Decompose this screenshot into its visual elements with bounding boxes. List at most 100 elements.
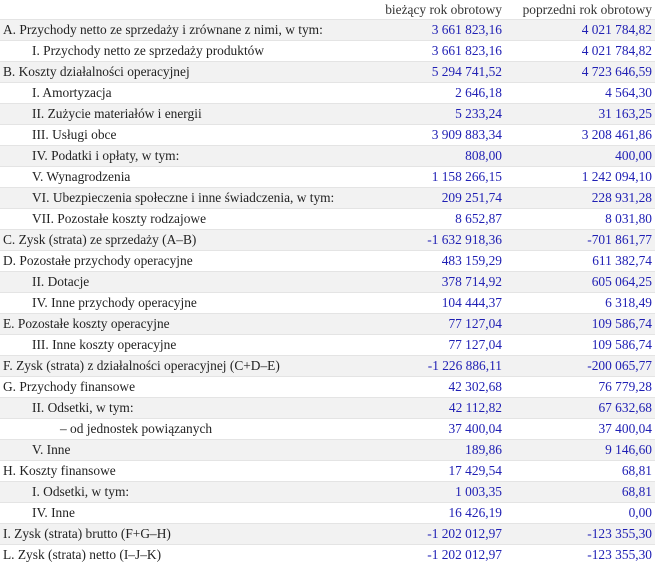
table-row: IV. Inne przychody operacyjne 104 444,37 6…: [0, 292, 655, 314]
table-body: A. Przychody netto ze sprzedaży i zrówna…: [0, 19, 655, 565]
previous-year-value: 31 163,25: [505, 103, 655, 125]
current-year-value: 1 003,35: [365, 481, 505, 503]
current-year-value: 77 127,04: [365, 334, 505, 356]
current-year-value: 378 714,92: [365, 271, 505, 293]
table-row: III. Inne koszty operacyjne 77 127,04 109 …: [0, 334, 655, 356]
row-label: L. Zysk (strata) netto (I–J–K): [0, 544, 365, 565]
table-row: II. Dotacje 378 714,92 605 064,25: [0, 271, 655, 293]
previous-year-value: -123 355,30: [505, 523, 655, 545]
current-year-value: 189,86: [365, 439, 505, 461]
current-year-value: -1 202 012,97: [365, 544, 505, 565]
table-row: – od jednostek powiązanych 37 400,04 37 40…: [0, 418, 655, 440]
current-year-value: 42 112,82: [365, 397, 505, 419]
previous-year-value: 605 064,25: [505, 271, 655, 293]
previous-year-value: 4 564,30: [505, 82, 655, 104]
header-label: [0, 0, 365, 20]
table-row: G. Przychody finansowe 42 302,68 76 779,28: [0, 376, 655, 398]
current-year-value: 5 233,24: [365, 103, 505, 125]
header-previous-year: poprzedni rok obrotowy: [522, 1, 652, 17]
previous-year-value: 76 779,28: [505, 376, 655, 398]
table-row: III. Usługi obce 3 909 883,34 3 208 461,86: [0, 124, 655, 146]
previous-year-value: -701 861,77: [505, 229, 655, 251]
table-row: IV. Inne 16 426,19 0,00: [0, 502, 655, 524]
current-year-value: 3 661 823,16: [365, 19, 505, 41]
previous-year-value: 6 318,49: [505, 292, 655, 314]
previous-year-value: 4 021 784,82: [505, 19, 655, 41]
current-year-value: -1 202 012,97: [365, 523, 505, 545]
header-current-year: bieżący rok obrotowy: [385, 1, 502, 17]
row-label: G. Przychody finansowe: [0, 376, 365, 398]
current-year-value: 483 159,29: [365, 250, 505, 272]
row-label: I. Amortyzacja: [0, 82, 365, 104]
row-label: III. Inne koszty operacyjne: [0, 334, 365, 356]
table-row: V. Wynagrodzenia 1 158 266,15 1 242 094,10: [0, 166, 655, 188]
row-label: E. Pozostałe koszty operacyjne: [0, 313, 365, 335]
current-year-value: 3 909 883,34: [365, 124, 505, 146]
current-year-value: 8 652,87: [365, 208, 505, 230]
previous-year-value: 228 931,28: [505, 187, 655, 209]
current-year-value: 77 127,04: [365, 313, 505, 335]
row-label: F. Zysk (strata) z działalności operacyj…: [0, 355, 365, 377]
previous-year-value: 9 146,60: [505, 439, 655, 461]
row-label: A. Przychody netto ze sprzedaży i zrówna…: [0, 19, 365, 41]
previous-year-value: 0,00: [505, 502, 655, 524]
current-year-value: 5 294 741,52: [365, 61, 505, 83]
current-year-value: 1 158 266,15: [365, 166, 505, 188]
table-header-row: bieżący rok obrotowy poprzedni rok obrot…: [0, 0, 655, 20]
current-year-value: 2 646,18: [365, 82, 505, 104]
table-row: H. Koszty finansowe 17 429,54 68,81: [0, 460, 655, 482]
current-year-value: 17 429,54: [365, 460, 505, 482]
previous-year-value: 400,00: [505, 145, 655, 167]
previous-year-value: 4 021 784,82: [505, 40, 655, 62]
previous-year-value: 109 586,74: [505, 313, 655, 335]
current-year-value: 3 661 823,16: [365, 40, 505, 62]
row-label: II. Dotacje: [0, 271, 365, 293]
row-label: V. Wynagrodzenia: [0, 166, 365, 188]
table-row: D. Pozostałe przychody operacyjne 483 159…: [0, 250, 655, 272]
current-year-value: -1 632 918,36: [365, 229, 505, 251]
row-label: I. Zysk (strata) brutto (F+G–H): [0, 523, 365, 545]
row-label: IV. Inne: [0, 502, 365, 524]
row-label: VII. Pozostałe koszty rodzajowe: [0, 208, 365, 230]
table-row: A. Przychody netto ze sprzedaży i zrówna…: [0, 19, 655, 41]
current-year-value: 37 400,04: [365, 418, 505, 440]
previous-year-value: -123 355,30: [505, 544, 655, 565]
row-label: I. Przychody netto ze sprzedaży produktó…: [0, 40, 365, 62]
table-row: I. Amortyzacja 2 646,18 4 564,30: [0, 82, 655, 104]
row-label: II. Odsetki, w tym:: [0, 397, 365, 419]
row-label: III. Usługi obce: [0, 124, 365, 146]
table-row: L. Zysk (strata) netto (I–J–K) -1 202 012…: [0, 544, 655, 565]
current-year-value: 209 251,74: [365, 187, 505, 209]
row-label: – od jednostek powiązanych: [0, 418, 365, 440]
previous-year-value: 67 632,68: [505, 397, 655, 419]
row-label: I. Odsetki, w tym:: [0, 481, 365, 503]
previous-year-value: 8 031,80: [505, 208, 655, 230]
previous-year-value: 37 400,04: [505, 418, 655, 440]
table-row: VI. Ubezpieczenia społeczne i inne świad…: [0, 187, 655, 209]
previous-year-value: 109 586,74: [505, 334, 655, 356]
table-row: IV. Podatki i opłaty, w tym: 808,00 400,00: [0, 145, 655, 167]
previous-year-value: 3 208 461,86: [505, 124, 655, 146]
table-row: I. Przychody netto ze sprzedaży produktó…: [0, 40, 655, 62]
table-row: I. Odsetki, w tym: 1 003,35 68,81: [0, 481, 655, 503]
row-label: D. Pozostałe przychody operacyjne: [0, 250, 365, 272]
table-row: C. Zysk (strata) ze sprzedaży (A–B) -1 63…: [0, 229, 655, 251]
row-label: H. Koszty finansowe: [0, 460, 365, 482]
table-row: E. Pozostałe koszty operacyjne 77 127,04 1…: [0, 313, 655, 335]
row-label: C. Zysk (strata) ze sprzedaży (A–B): [0, 229, 365, 251]
previous-year-value: 68,81: [505, 460, 655, 482]
row-label: II. Zużycie materiałów i energii: [0, 103, 365, 125]
previous-year-value: -200 065,77: [505, 355, 655, 377]
current-year-value: 104 444,37: [365, 292, 505, 314]
table-row: II. Zużycie materiałów i energii 5 233,24…: [0, 103, 655, 125]
previous-year-value: 4 723 646,59: [505, 61, 655, 83]
current-year-value: 16 426,19: [365, 502, 505, 524]
table-row: VII. Pozostałe koszty rodzajowe 8 652,87 8…: [0, 208, 655, 230]
previous-year-value: 68,81: [505, 481, 655, 503]
previous-year-value: 611 382,74: [505, 250, 655, 272]
row-label: IV. Podatki i opłaty, w tym:: [0, 145, 365, 167]
table-row: II. Odsetki, w tym: 42 112,82 67 632,68: [0, 397, 655, 419]
previous-year-value: 1 242 094,10: [505, 166, 655, 188]
row-label: B. Koszty działalności operacyjnej: [0, 61, 365, 83]
table-row: F. Zysk (strata) z działalności operacyj…: [0, 355, 655, 377]
